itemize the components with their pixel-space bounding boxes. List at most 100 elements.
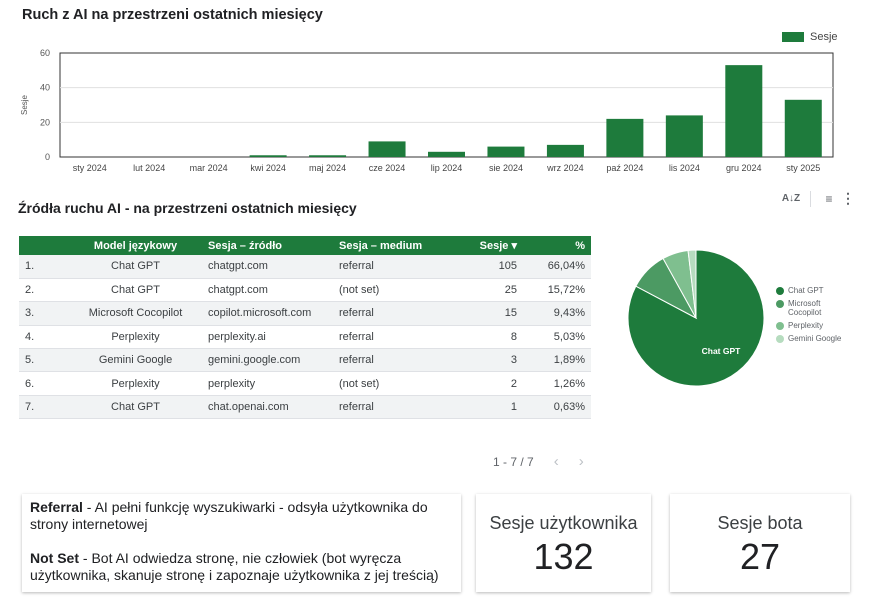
x-tick-label: sty 2025 bbox=[786, 163, 820, 173]
col-header-medium[interactable]: Sesja – medium bbox=[333, 236, 463, 255]
pie-legend-item[interactable]: Gemini Google bbox=[776, 334, 850, 343]
x-tick-label: sty 2024 bbox=[73, 163, 107, 173]
table-row[interactable]: 2. Chat GPT chatgpt.com (not set) 25 15,72% bbox=[19, 278, 591, 303]
x-tick-label: wrz 2024 bbox=[546, 163, 584, 173]
row-model: Gemini Google bbox=[69, 348, 202, 373]
row-index: 2. bbox=[19, 278, 69, 303]
row-source: perplexity bbox=[202, 371, 333, 396]
row-medium: (not set) bbox=[333, 278, 463, 303]
row-model: Perplexity bbox=[69, 371, 202, 396]
x-tick-label: lip 2024 bbox=[431, 163, 463, 173]
table-row[interactable]: 4. Perplexity perplexity.ai referral 8 5,03% bbox=[19, 325, 591, 350]
pie-legend-item[interactable]: Perplexity bbox=[776, 321, 850, 330]
row-source: chatgpt.com bbox=[202, 255, 333, 279]
row-model: Chat GPT bbox=[69, 255, 202, 279]
row-model: Chat GPT bbox=[69, 395, 202, 420]
referral-term: Referral bbox=[30, 499, 83, 515]
pie-legend-dot bbox=[776, 322, 784, 330]
row-model: Microsoft Cocopilot bbox=[69, 301, 202, 326]
row-sessions: 8 bbox=[463, 325, 523, 350]
x-tick-label: maj 2024 bbox=[309, 163, 346, 173]
row-sessions: 1 bbox=[463, 395, 523, 420]
row-percent: 9,43% bbox=[523, 301, 591, 326]
pie-legend-label: Perplexity bbox=[788, 321, 824, 330]
row-sessions: 15 bbox=[463, 301, 523, 326]
legend-swatch bbox=[782, 32, 804, 42]
x-tick-label: mar 2024 bbox=[190, 163, 228, 173]
bar-chart-title: Ruch z AI na przestrzeni ostatnich miesi… bbox=[22, 7, 323, 23]
table-row[interactable]: 7. Chat GPT chat.openai.com referral 1 0,63% bbox=[19, 395, 591, 420]
sort-icon[interactable]: A↓Z bbox=[781, 193, 801, 204]
table-toolbar: A↓Z ≡ ⋮ bbox=[780, 190, 857, 207]
bar-kwi-2024[interactable] bbox=[249, 155, 287, 157]
y-tick-label: 20 bbox=[40, 117, 50, 127]
table-title: Źródła ruchu AI - na przestrzeni ostatni… bbox=[18, 200, 357, 216]
row-medium: (not set) bbox=[333, 371, 463, 396]
row-medium: referral bbox=[333, 348, 463, 373]
row-source: chatgpt.com bbox=[202, 278, 333, 303]
table-row[interactable]: 5. Gemini Google gemini.google.com referral… bbox=[19, 348, 591, 373]
row-percent: 1,89% bbox=[523, 348, 591, 373]
kpi-value: 132 bbox=[533, 536, 594, 577]
filter-icon[interactable]: ≡ bbox=[825, 191, 833, 206]
row-medium: referral bbox=[333, 301, 463, 326]
bar-gru-2024[interactable] bbox=[725, 65, 763, 157]
col-header-sessions[interactable]: Sesje ▾ bbox=[463, 236, 523, 255]
row-source: gemini.google.com bbox=[202, 348, 333, 373]
kpi-value: 27 bbox=[739, 536, 781, 577]
bar-paź-2024[interactable] bbox=[606, 118, 644, 157]
notset-desc: - Bot AI odwiedza stronę, nie człowiek (… bbox=[30, 550, 439, 583]
pie-slice[interactable] bbox=[627, 249, 765, 387]
row-sessions: 2 bbox=[463, 371, 523, 396]
pie-legend-dot bbox=[776, 287, 784, 295]
x-tick-label: gru 2024 bbox=[726, 163, 762, 173]
row-source: chat.openai.com bbox=[202, 395, 333, 420]
pagination: 1 - 7 / 7 ‹ › bbox=[493, 453, 584, 470]
x-tick-label: sie 2024 bbox=[489, 163, 523, 173]
bar-lip-2024[interactable] bbox=[428, 151, 465, 157]
bar-wrz-2024[interactable] bbox=[546, 144, 584, 157]
x-tick-label: lut 2024 bbox=[133, 163, 165, 173]
y-tick-label: 60 bbox=[40, 48, 50, 58]
row-index: 4. bbox=[19, 325, 69, 350]
table-row[interactable]: 3. Microsoft Cocopilot copilot.microsoft.c… bbox=[19, 301, 591, 326]
pie-slice[interactable] bbox=[687, 249, 697, 319]
pie-legend-label: Chat GPT bbox=[788, 286, 824, 295]
bar-lis-2024[interactable] bbox=[665, 115, 703, 157]
bar-sty-2025[interactable] bbox=[784, 99, 822, 157]
prev-page-icon[interactable]: ‹ bbox=[553, 453, 559, 470]
sources-table: Model językowy Sesja – źródło Sesja – me… bbox=[19, 236, 591, 420]
definitions-card: Referral - AI pełni funkcję wyszukiwarki… bbox=[22, 494, 461, 592]
y-tick-label: 40 bbox=[40, 83, 50, 93]
kpi-bot-sessions: Sesje bota 27 bbox=[670, 494, 850, 592]
table-header-row: Model językowy Sesja – źródło Sesja – me… bbox=[19, 236, 591, 255]
bar-cze-2024[interactable] bbox=[368, 141, 406, 157]
plot-frame bbox=[59, 52, 834, 158]
legend-label: Sesje bbox=[810, 31, 838, 43]
bar-sie-2024[interactable] bbox=[487, 146, 525, 157]
kpi-label: Sesje użytkownika bbox=[489, 513, 638, 533]
bar-maj-2024[interactable] bbox=[309, 155, 347, 157]
y-axis-label: Sesje bbox=[20, 94, 29, 115]
row-index: 6. bbox=[19, 371, 69, 396]
table-row[interactable]: 6. Perplexity perplexity (not set) 2 1,26% bbox=[19, 371, 591, 396]
pie-chart: Chat GPT bbox=[627, 249, 765, 387]
pie-legend-item[interactable]: Microsoft Cocopilot bbox=[776, 299, 850, 317]
x-tick-label: kwi 2024 bbox=[250, 163, 286, 173]
pie-legend-item[interactable]: Chat GPT bbox=[776, 286, 850, 295]
more-options-icon[interactable]: ⋮ bbox=[841, 190, 855, 206]
row-index: 1. bbox=[19, 255, 69, 279]
kpi-user-sessions: Sesje użytkownika 132 bbox=[476, 494, 651, 592]
referral-note: Referral - AI pełni funkcję wyszukiwarki… bbox=[30, 499, 453, 533]
col-header-model[interactable]: Model językowy bbox=[69, 236, 202, 255]
col-header-percent[interactable]: % bbox=[523, 236, 591, 255]
bar-chart: 0 20 40 60 Sesje sty 2024 lut 2024 mar 2024 kwi … bbox=[20, 48, 834, 173]
row-percent: 5,03% bbox=[523, 325, 591, 350]
pie-legend-label: Gemini Google bbox=[788, 334, 842, 343]
table-row[interactable]: 1. Chat GPT chatgpt.com referral 105 66,04% bbox=[19, 255, 591, 279]
row-medium: referral bbox=[333, 255, 463, 279]
col-header-source[interactable]: Sesja – źródło bbox=[202, 236, 333, 255]
toolbar-divider bbox=[810, 190, 811, 207]
next-page-icon[interactable]: › bbox=[578, 453, 584, 470]
kpi-label: Sesje bota bbox=[717, 513, 803, 533]
